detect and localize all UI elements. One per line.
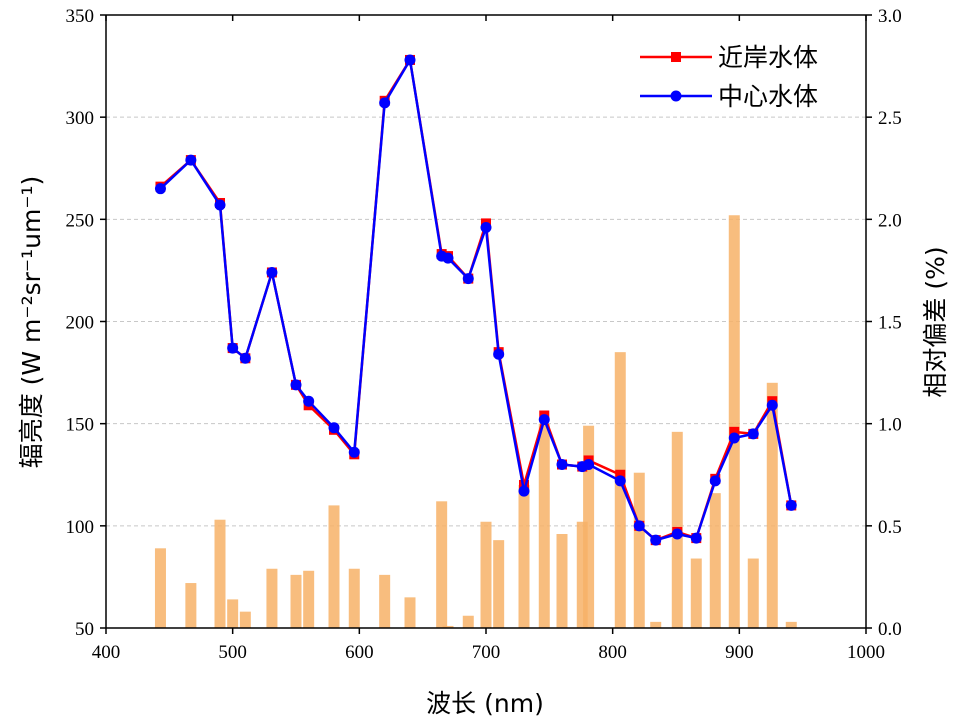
- series-line-nearshore: [159, 58, 793, 542]
- point-marker-center: [538, 414, 550, 426]
- bar: [266, 568, 278, 628]
- point-marker-center: [614, 475, 626, 487]
- point-marker-center: [493, 348, 505, 360]
- bar: [227, 599, 239, 628]
- x-tick-label: 400: [92, 642, 121, 663]
- bar: [480, 521, 492, 628]
- bar: [379, 574, 391, 628]
- bar: [185, 583, 197, 628]
- point-marker-center: [303, 395, 315, 407]
- legend: 近岸水体 中心水体: [640, 43, 818, 111]
- y-tick-label: 250: [66, 210, 95, 231]
- point-marker-center: [154, 183, 166, 195]
- y2-tick-label: 0.5: [878, 517, 902, 538]
- point-marker-nearshore: [729, 426, 740, 437]
- point-marker-center: [328, 422, 340, 434]
- y-tick-label: 50: [75, 619, 94, 640]
- y-axis-title: 辐亮度 (W m⁻²sr⁻¹um⁻¹): [17, 176, 46, 469]
- point-marker-center: [239, 352, 251, 364]
- bar: [442, 625, 454, 628]
- x-tick-label: 1000: [847, 642, 885, 663]
- x-tick-label: 800: [598, 642, 627, 663]
- line-series: [154, 54, 797, 546]
- y-tick-label: 200: [66, 313, 95, 334]
- bar: [462, 615, 474, 628]
- bar: [538, 423, 550, 628]
- y2-tick-label: 3.0: [878, 6, 902, 27]
- point-marker-center: [185, 154, 197, 166]
- bar-series-relative-deviation: [154, 215, 797, 628]
- bar: [493, 540, 505, 628]
- x-tick-label: 600: [345, 642, 374, 663]
- point-marker-center: [290, 379, 302, 391]
- point-marker-center: [766, 399, 778, 411]
- bar: [576, 521, 588, 628]
- bar: [303, 570, 315, 628]
- bar: [690, 558, 702, 628]
- point-marker-center: [442, 252, 454, 264]
- y2-tick-label: 0.0: [878, 619, 902, 640]
- y-tick-label: 150: [66, 415, 95, 436]
- point-marker-center: [214, 199, 226, 211]
- point-marker-center: [728, 432, 740, 444]
- bar: [785, 621, 797, 628]
- bar: [583, 425, 595, 628]
- bar: [214, 519, 226, 628]
- bar: [633, 472, 645, 628]
- bar: [650, 621, 662, 628]
- bar: [290, 574, 302, 628]
- point-marker-center: [583, 459, 595, 471]
- legend-label-nearshore: 近岸水体: [718, 43, 818, 72]
- point-marker-center: [690, 532, 702, 544]
- point-marker-center: [518, 485, 530, 497]
- point-marker-center: [462, 273, 474, 285]
- x-axis-title: 波长 (nm): [426, 689, 544, 718]
- point-marker-center: [266, 266, 278, 278]
- bar: [518, 484, 530, 628]
- bar: [348, 568, 360, 628]
- series-line-center: [159, 58, 793, 542]
- bar: [556, 534, 568, 628]
- legend-marker-nearshore: [671, 52, 681, 62]
- point-marker-center: [227, 342, 239, 354]
- y2-axis-title: 相对偏差 (%): [921, 246, 950, 397]
- bar: [239, 611, 251, 628]
- point-marker-center: [633, 520, 645, 532]
- legend-label-center: 中心水体: [718, 82, 818, 111]
- point-marker-center: [709, 475, 721, 487]
- y-tick-label: 350: [66, 6, 95, 27]
- point-marker-center: [379, 97, 391, 109]
- legend-marker-center: [670, 90, 682, 102]
- y2-tick-label: 1.0: [878, 415, 902, 436]
- point-marker-center: [650, 534, 662, 546]
- y2-tick-label: 1.5: [878, 313, 902, 334]
- point-marker-center: [556, 459, 568, 471]
- bar: [436, 501, 448, 628]
- point-marker-center: [671, 528, 683, 540]
- bar: [614, 352, 626, 628]
- bar: [747, 558, 759, 628]
- point-marker-nearshore: [615, 469, 626, 480]
- bar: [154, 548, 166, 628]
- x-tick-label: 900: [725, 642, 754, 663]
- y2-tick-label: 2.0: [878, 210, 902, 231]
- bar: [728, 215, 740, 628]
- y-tick-label: 300: [66, 108, 95, 129]
- bar: [709, 493, 721, 628]
- point-marker-center: [480, 222, 492, 234]
- ticks: 400 500 600 700 800 900 1000 50 100 150 200 250 300 3…: [66, 6, 902, 663]
- x-tick-label: 700: [472, 642, 501, 663]
- gridlines: [106, 116, 866, 527]
- y2-tick-label: 2.5: [878, 108, 902, 129]
- y-tick-label: 100: [66, 517, 95, 538]
- point-marker-center: [404, 54, 416, 66]
- point-marker-center: [785, 499, 797, 511]
- bar: [328, 505, 340, 628]
- point-marker-center: [348, 446, 360, 458]
- bar: [404, 597, 416, 628]
- bar: [766, 382, 778, 628]
- x-tick-label: 500: [218, 642, 247, 663]
- point-marker-center: [747, 428, 759, 440]
